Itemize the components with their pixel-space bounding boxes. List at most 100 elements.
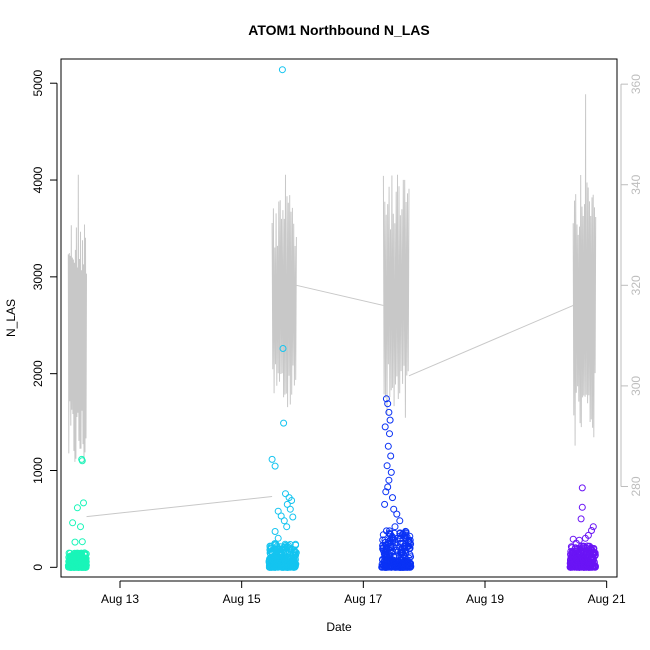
y-tick-label: 2000 bbox=[31, 360, 45, 387]
data-point-series-2 bbox=[279, 345, 287, 352]
data-point-cluster-2 bbox=[286, 562, 294, 570]
data-point-cluster-3 bbox=[382, 542, 390, 550]
data-point-series-3 bbox=[382, 395, 390, 403]
data-point-series-1 bbox=[77, 558, 85, 566]
data-point-cluster-4 bbox=[586, 562, 594, 570]
data-point-series-3 bbox=[384, 483, 392, 491]
data-point-cluster-2 bbox=[281, 540, 289, 548]
data-point-cluster-3 bbox=[381, 563, 389, 571]
data-point-cluster-3 bbox=[392, 539, 400, 546]
y-tick-label: 5000 bbox=[31, 70, 45, 97]
y-tick-label: 1000 bbox=[31, 457, 45, 484]
data-point-series-2 bbox=[271, 462, 279, 470]
data-point-series-2 bbox=[289, 513, 297, 521]
data-point-series-4 bbox=[572, 539, 580, 547]
data-point-cluster-3 bbox=[383, 563, 391, 571]
data-point-series-2 bbox=[268, 455, 276, 463]
data-point-series-2 bbox=[271, 528, 279, 535]
data-point-cluster-2 bbox=[291, 552, 299, 560]
data-point-cluster-4 bbox=[589, 545, 597, 553]
y-axis-label: N_LAS bbox=[4, 299, 18, 337]
data-point-cluster-2 bbox=[279, 559, 287, 567]
data-point-series-3 bbox=[391, 523, 399, 531]
data-point-series-3 bbox=[390, 505, 398, 513]
data-point-cluster-3 bbox=[386, 563, 394, 571]
data-point-cluster-2 bbox=[280, 544, 288, 551]
data-point-cluster-1 bbox=[71, 561, 79, 569]
data-point-series-3 bbox=[384, 442, 392, 450]
data-point-series-2 bbox=[286, 505, 294, 513]
data-point-series-2 bbox=[274, 534, 282, 542]
data-point-cluster-3 bbox=[394, 548, 402, 556]
x-tick-label: Aug 15 bbox=[223, 592, 261, 606]
data-point-cluster-2 bbox=[280, 554, 288, 561]
data-point-series-3 bbox=[381, 500, 389, 508]
y-right-tick-label: 360 bbox=[629, 74, 643, 94]
right-axis-line-segment-1 bbox=[67, 174, 87, 464]
y-tick-label: 3000 bbox=[31, 263, 45, 290]
y-right-tick-label: 340 bbox=[629, 174, 643, 194]
data-point-cluster-2 bbox=[292, 541, 300, 549]
x-tick-label: Aug 19 bbox=[466, 592, 504, 606]
plot-frame bbox=[60, 58, 618, 578]
right-axis-line-connector-2 bbox=[296, 284, 384, 306]
data-point-cluster-4 bbox=[578, 544, 586, 552]
data-point-series-3 bbox=[383, 462, 391, 470]
data-point-series-2 bbox=[280, 419, 288, 427]
right-axis-line-connector-3 bbox=[408, 304, 574, 377]
data-point-cluster-3 bbox=[382, 546, 390, 553]
data-point-cluster-2 bbox=[284, 563, 292, 571]
data-point-cluster-4 bbox=[567, 550, 574, 558]
data-point-cluster-4 bbox=[568, 563, 576, 571]
y-right-tick-label: 300 bbox=[629, 376, 643, 396]
data-point-cluster-3 bbox=[406, 551, 414, 559]
data-point-series-4 bbox=[589, 523, 597, 531]
chart-title: ATOM1 Northbound N_LAS bbox=[248, 22, 429, 38]
data-point-cluster-4 bbox=[582, 549, 589, 557]
data-point-series-3 bbox=[396, 517, 404, 525]
data-point-series-4 bbox=[588, 527, 595, 534]
data-point-series-3 bbox=[385, 408, 393, 416]
data-point-cluster-3 bbox=[406, 539, 414, 547]
x-axis-label: Date bbox=[326, 620, 352, 634]
data-point-series-3 bbox=[389, 494, 396, 502]
data-point-series-2 bbox=[283, 523, 291, 531]
data-point-cluster-3 bbox=[397, 532, 404, 540]
data-point-cluster-4 bbox=[573, 563, 580, 571]
x-tick-label: Aug 13 bbox=[101, 592, 139, 606]
data-point-series-2 bbox=[280, 517, 288, 525]
right-axis-line-segment-3 bbox=[382, 174, 410, 418]
data-point-cluster-4 bbox=[590, 549, 598, 557]
right-axis-line-segment-4 bbox=[572, 94, 597, 446]
data-point-cluster-1 bbox=[81, 551, 89, 559]
data-point-series-1 bbox=[78, 457, 86, 465]
data-point-cluster-4 bbox=[591, 562, 598, 570]
data-point-series-3 bbox=[393, 510, 401, 518]
data-point-series-3 bbox=[386, 430, 393, 438]
right-axis-line-connector-1 bbox=[86, 496, 273, 518]
data-point-cluster-2 bbox=[267, 543, 275, 551]
data-point-series-4 bbox=[578, 503, 586, 511]
data-point-cluster-3 bbox=[399, 539, 407, 547]
y-right-tick-label: 320 bbox=[629, 275, 643, 295]
data-point-cluster-3 bbox=[386, 530, 394, 538]
data-point-cluster-3 bbox=[401, 560, 409, 568]
data-point-series-1 bbox=[80, 499, 87, 507]
data-point-series-3 bbox=[386, 416, 394, 424]
data-point-cluster-3 bbox=[379, 536, 387, 544]
y-tick-label: 0 bbox=[31, 564, 45, 571]
data-point-cluster-3 bbox=[405, 542, 413, 550]
data-point-cluster-3 bbox=[392, 546, 400, 554]
data-point-series-4 bbox=[584, 531, 592, 539]
data-point-series-1 bbox=[80, 560, 87, 568]
data-point-series-2 bbox=[282, 490, 289, 498]
data-point-series-4 bbox=[577, 515, 585, 523]
right-axis-line-segment-2 bbox=[271, 174, 297, 408]
data-point-cluster-2 bbox=[290, 548, 298, 556]
data-point-series-3 bbox=[384, 400, 392, 408]
data-point-cluster-4 bbox=[580, 555, 588, 563]
data-point-series-1 bbox=[78, 538, 86, 546]
data-point-series-4 bbox=[578, 484, 586, 492]
